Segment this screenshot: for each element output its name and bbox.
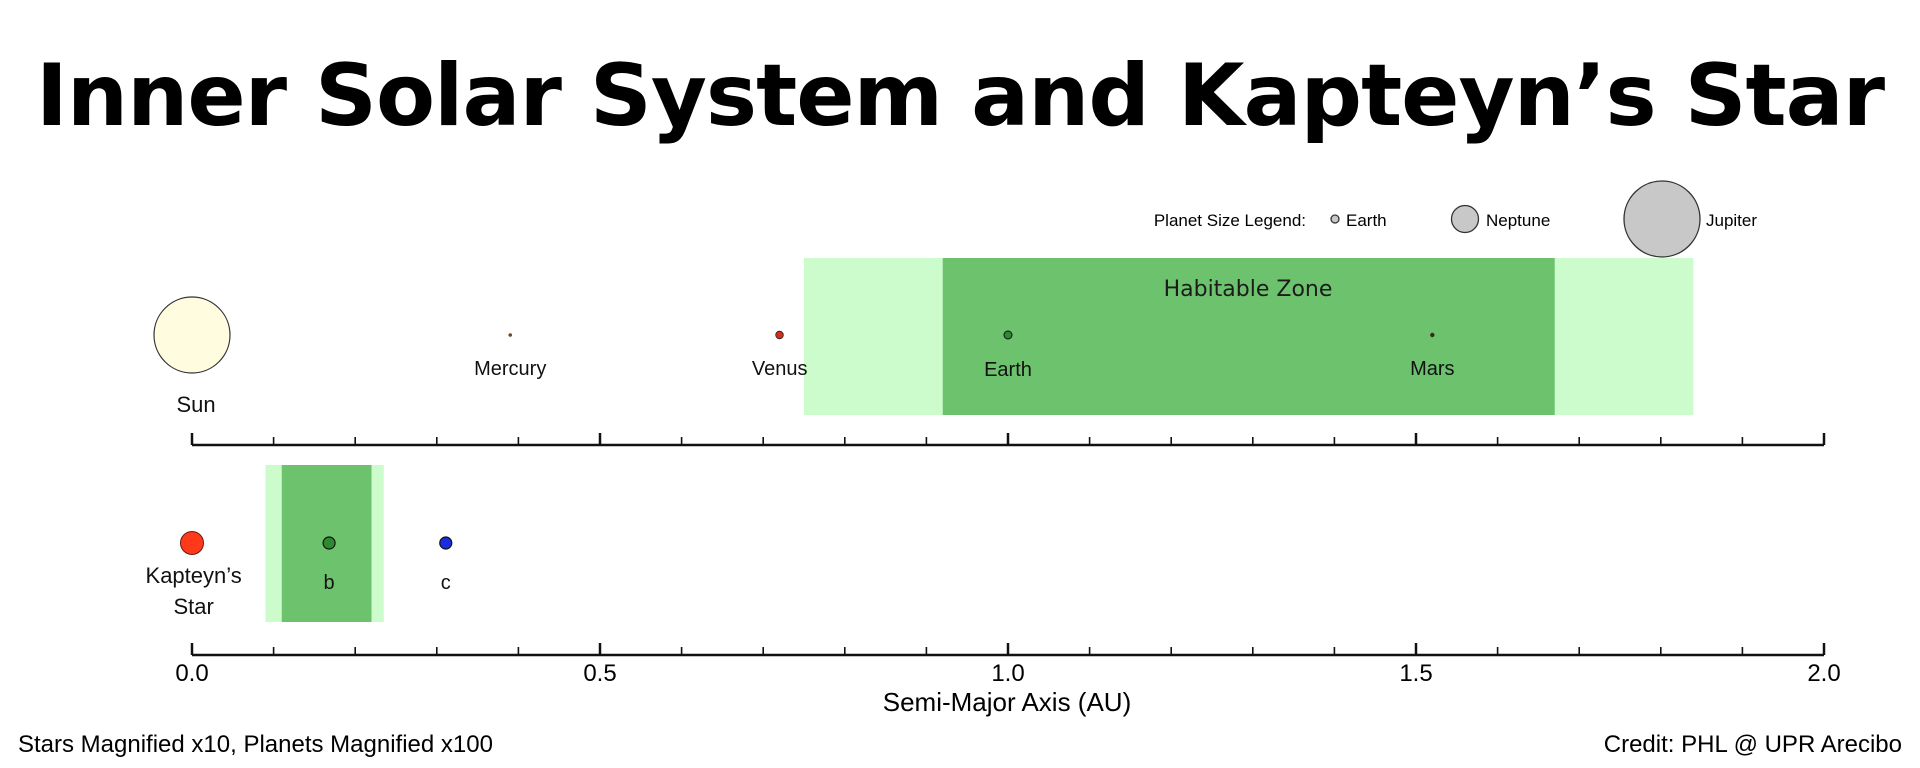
- solar-hz-conservative: [942, 258, 1555, 415]
- planet-size-legend: Planet Size Legend: Earth Neptune Jupite…: [1154, 180, 1757, 258]
- mercury-marker: [508, 333, 513, 337]
- legend-earth-marker: [1330, 214, 1340, 224]
- sun-marker: [153, 296, 231, 374]
- kapteyn-b-marker: [322, 536, 336, 550]
- mercury-label: Mercury: [474, 358, 546, 380]
- earth-marker: [1003, 330, 1013, 340]
- kapteyn-b-label: b: [324, 572, 335, 594]
- x-tick-label: 0.5: [583, 660, 616, 687]
- x-tick-label: 2.0: [1807, 660, 1840, 687]
- x-tick-label: 0.0: [175, 660, 208, 687]
- kapteyn-c-label: c: [441, 572, 451, 594]
- kapteyn-star-label-line2: Star: [173, 594, 213, 619]
- kapteyn-axis: [190, 643, 1826, 657]
- habitable-zone-label: Habitable Zone: [1164, 277, 1333, 302]
- legend-jupiter-marker: [1623, 180, 1701, 258]
- venus-marker: [775, 330, 784, 340]
- venus-label: Venus: [752, 358, 808, 380]
- legend-jupiter-label: Jupiter: [1706, 211, 1757, 230]
- earth-label: Earth: [984, 359, 1032, 381]
- footer-credit: Credit: PHL @ UPR Arecibo: [1604, 731, 1902, 758]
- mars-marker: [1430, 332, 1435, 338]
- mars-label: Mars: [1410, 358, 1454, 380]
- x-axis-title: Semi-Major Axis (AU): [883, 687, 1131, 717]
- legend-neptune-label: Neptune: [1486, 211, 1550, 230]
- kapteyn-c-marker: [439, 536, 453, 550]
- page-title: Inner Solar System and Kapteyn’s Star: [35, 46, 1885, 146]
- x-tick-label: 1.5: [1399, 660, 1432, 687]
- legend-neptune-marker: [1450, 204, 1480, 234]
- legend-earth-label: Earth: [1346, 211, 1387, 230]
- kapteyn-star-marker: [180, 531, 204, 555]
- sun-label: Sun: [177, 392, 216, 417]
- footer-note: Stars Magnified x10, Planets Magnified x…: [18, 731, 493, 758]
- kapteyn-star-label-line1: Kapteyn’s: [146, 563, 242, 588]
- solar-axis: [190, 433, 1826, 447]
- x-tick-labels: 0.0 0.5 1.0 1.5 2.0: [175, 660, 1840, 687]
- x-tick-label: 1.0: [991, 660, 1024, 687]
- legend-label: Planet Size Legend:: [1154, 211, 1306, 230]
